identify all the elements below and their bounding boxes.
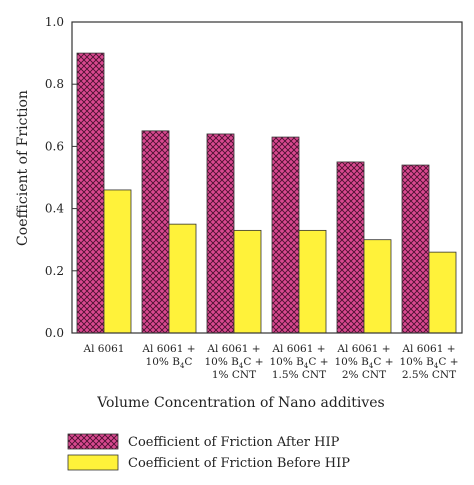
- y-tick-label: 1.0: [45, 15, 64, 29]
- x-category-label: 10% B4C +: [269, 356, 328, 370]
- bar-after-hip-5: [336, 161, 365, 334]
- legend-swatch: [67, 454, 119, 471]
- x-category-label: 2% CNT: [342, 369, 386, 381]
- bar-after-hip-2: [141, 130, 170, 334]
- bar-after-hip-3: [206, 133, 235, 334]
- x-category-label: Al 6061 +: [141, 343, 195, 355]
- legend-swatch: [67, 433, 119, 450]
- x-category-label: 10% B4C +: [204, 356, 263, 370]
- x-category-label: 2.5% CNT: [402, 369, 456, 381]
- x-category-label: Al 6061: [82, 343, 124, 355]
- bar-before-hip-2: [168, 223, 197, 334]
- x-category-label: Al 6061 +: [271, 343, 325, 355]
- x-category-label: 1% CNT: [212, 369, 256, 381]
- y-tick-label: 0.4: [45, 202, 64, 216]
- bar-after-hip-1: [76, 52, 105, 334]
- y-tick-label: 0.8: [45, 77, 64, 91]
- x-category-label: 1.5% CNT: [272, 369, 326, 381]
- plot-area-frame: [71, 21, 463, 334]
- y-tick-label: 0.2: [45, 264, 64, 278]
- x-category-label: Al 6061 +: [206, 343, 260, 355]
- y-tick-label: 0.6: [45, 139, 64, 153]
- x-category-label: Al 6061 +: [401, 343, 455, 355]
- y-tick-label: 0.0: [45, 326, 64, 340]
- bar-before-hip-3: [233, 229, 262, 334]
- y-axis-label: Coefficient of Friction: [15, 90, 31, 246]
- x-category-label: 10% B4C: [146, 356, 193, 370]
- bar-before-hip-6: [428, 251, 457, 334]
- bar-after-hip-4: [271, 136, 300, 334]
- bars-layer: [76, 52, 457, 334]
- x-category-label: Al 6061 +: [336, 343, 390, 355]
- y-axis-ticks: 0.0 0.2 0.4 0.6 0.8 1.0: [45, 15, 77, 340]
- x-category-label: 10% B4C +: [399, 356, 458, 370]
- bar-before-hip-4: [298, 229, 327, 334]
- x-category-label: 10% B4C +: [334, 356, 393, 370]
- bar-before-hip-1: [103, 189, 132, 334]
- legend: Coefficient of Friction After HIP Coeffic…: [67, 433, 350, 471]
- bar-after-hip-6: [401, 164, 430, 334]
- legend-label: Coefficient of Friction After HIP: [128, 435, 340, 450]
- legend-label: Coefficient of Friction Before HIP: [128, 456, 350, 471]
- x-axis-label: Volume Concentration of Nano additives: [96, 395, 385, 411]
- bar-before-hip-5: [363, 239, 392, 334]
